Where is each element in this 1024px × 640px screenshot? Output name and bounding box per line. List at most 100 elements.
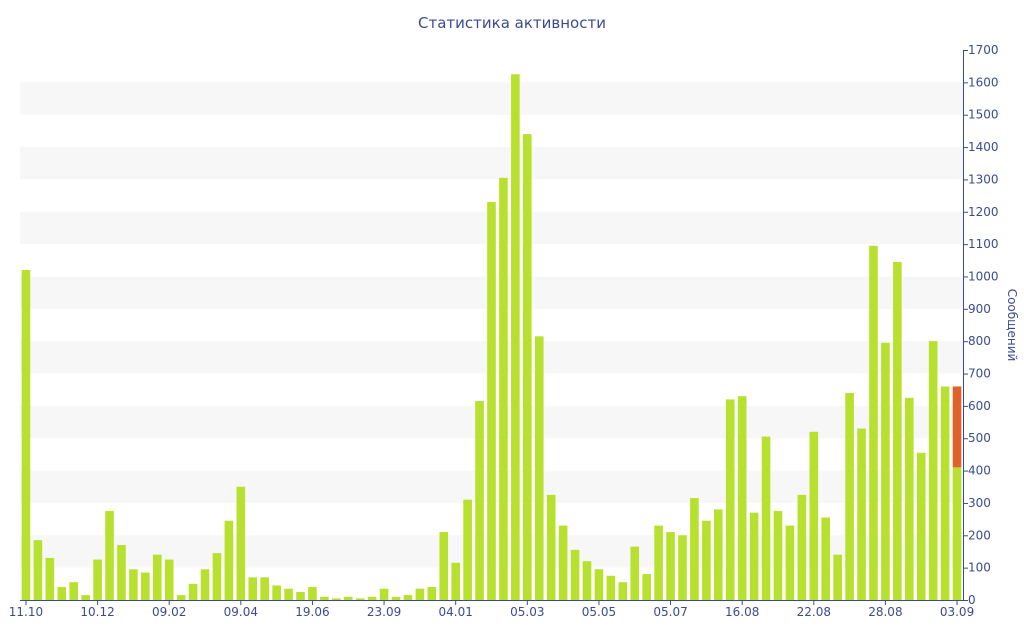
x-tick-label: 16.08 — [725, 605, 759, 619]
bar[interactable] — [260, 577, 269, 600]
bar[interactable] — [475, 401, 484, 600]
bar[interactable] — [21, 270, 31, 600]
bar[interactable] — [511, 74, 520, 600]
y-tick-label: 300 — [968, 496, 991, 510]
grid-band — [20, 82, 963, 115]
bar[interactable] — [57, 587, 67, 600]
bar[interactable] — [940, 386, 950, 600]
bar[interactable] — [176, 595, 186, 600]
bar[interactable] — [487, 202, 496, 600]
y-axis-title: Сообщений — [1005, 289, 1019, 362]
bar[interactable] — [546, 494, 556, 600]
y-tick-label: 1000 — [968, 269, 999, 283]
y-tick-label: 700 — [968, 367, 991, 381]
bar[interactable] — [773, 511, 783, 600]
grid-band — [20, 147, 963, 180]
bar[interactable] — [702, 520, 711, 600]
y-tick-label: 800 — [968, 334, 991, 348]
y-tick-label: 200 — [968, 528, 991, 542]
bar[interactable] — [642, 574, 651, 600]
bar[interactable] — [785, 525, 795, 600]
bar[interactable] — [367, 596, 377, 600]
bar[interactable] — [737, 396, 747, 600]
bar[interactable] — [725, 399, 735, 600]
x-tick-label: 23.09 — [367, 605, 401, 619]
bar[interactable] — [45, 557, 55, 600]
bar[interactable] — [188, 583, 198, 600]
bar[interactable] — [105, 511, 114, 600]
bar[interactable] — [630, 546, 640, 600]
x-tick-label: 05.05 — [582, 605, 616, 619]
bar[interactable] — [152, 554, 162, 600]
bar[interactable] — [916, 452, 926, 600]
bar[interactable] — [666, 532, 675, 600]
bar[interactable] — [403, 595, 413, 600]
bar[interactable] — [678, 535, 687, 600]
bar[interactable] — [690, 498, 699, 600]
bar[interactable] — [236, 486, 246, 600]
y-tick-label: 1600 — [968, 75, 999, 89]
bar[interactable] — [761, 436, 771, 600]
bar[interactable] — [284, 588, 293, 600]
bar[interactable] — [224, 520, 234, 600]
y-tick-label: 1400 — [968, 140, 999, 154]
bar[interactable] — [81, 595, 90, 600]
bar[interactable] — [463, 499, 472, 600]
bar[interactable] — [69, 582, 79, 600]
bar[interactable] — [654, 525, 663, 600]
bar[interactable] — [833, 554, 842, 600]
y-tick-label: 1500 — [968, 108, 999, 122]
bar[interactable] — [415, 588, 425, 600]
y-tick-label: 900 — [968, 302, 991, 316]
bar[interactable] — [570, 549, 580, 600]
bar[interactable] — [749, 512, 759, 600]
bar[interactable] — [714, 509, 723, 600]
bar[interactable] — [582, 561, 592, 600]
bar[interactable] — [618, 582, 628, 600]
bar[interactable] — [893, 261, 902, 600]
bar[interactable] — [33, 540, 43, 600]
bar[interactable] — [594, 569, 604, 600]
bar[interactable] — [117, 545, 126, 600]
y-tick-label: 1300 — [968, 172, 999, 186]
bar[interactable] — [248, 577, 258, 600]
bar[interactable] — [320, 596, 329, 600]
bar[interactable] — [212, 553, 222, 600]
bar[interactable] — [904, 397, 914, 600]
bar[interactable] — [881, 342, 890, 600]
bar[interactable] — [308, 587, 317, 600]
bar[interactable] — [439, 532, 449, 600]
bar[interactable] — [534, 336, 544, 600]
bar[interactable] — [332, 598, 341, 600]
bar[interactable] — [200, 569, 210, 600]
x-tick-label: 09.04 — [224, 605, 258, 619]
x-tick-label: 11.10 — [9, 605, 43, 619]
bar[interactable] — [129, 569, 138, 600]
bar[interactable] — [355, 598, 365, 600]
bar[interactable] — [451, 562, 460, 600]
bar[interactable] — [869, 245, 878, 600]
bar[interactable] — [141, 572, 150, 601]
bar[interactable] — [606, 575, 616, 600]
bar[interactable] — [343, 596, 353, 600]
bar[interactable] — [928, 341, 938, 600]
bar[interactable] — [952, 467, 962, 600]
bar[interactable] — [272, 585, 281, 600]
bar[interactable] — [93, 559, 102, 600]
bar[interactable] — [391, 596, 401, 600]
bar[interactable] — [523, 134, 532, 600]
bar[interactable] — [809, 431, 819, 600]
bar[interactable] — [427, 587, 437, 600]
bar[interactable] — [499, 177, 508, 600]
bar[interactable] — [857, 428, 866, 600]
bar[interactable] — [845, 392, 854, 600]
bar[interactable] — [821, 517, 831, 601]
bar[interactable] — [379, 588, 389, 600]
bar[interactable] — [797, 494, 807, 600]
bar-highlight[interactable] — [952, 386, 962, 468]
bar[interactable] — [164, 559, 174, 600]
y-tick-label: 400 — [968, 464, 991, 478]
bar[interactable] — [296, 591, 305, 600]
x-ticks: 11.10 10.12 09.02 09.04 19.06 23.09 04.01 05.03… — [9, 600, 974, 619]
bar[interactable] — [558, 525, 568, 600]
